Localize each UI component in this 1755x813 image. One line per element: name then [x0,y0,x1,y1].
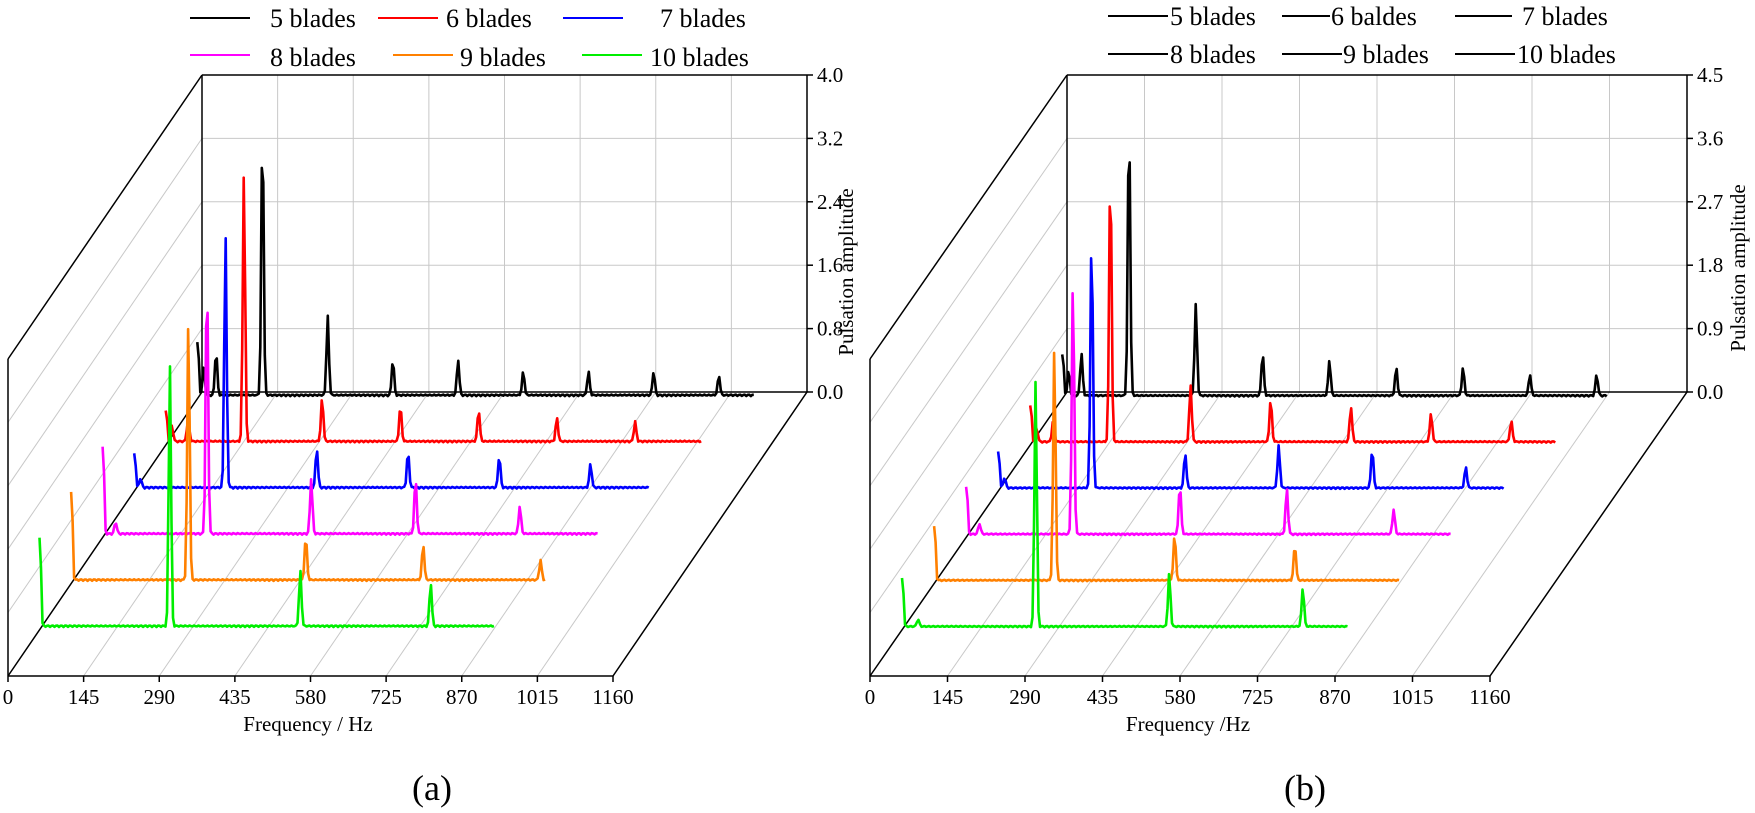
floor-grid-line [1412,391,1610,677]
legend-label-10-blades: 10 blades [650,43,749,72]
legend-label-8-blades: 8 blades [270,43,356,72]
legend-label-7-blades: 7 blades [1522,2,1608,31]
legend-label-9-blades: 9 blades [460,43,546,72]
chart-a-z-tick-label: 0.8 [817,317,843,341]
floor-grid-line [536,391,732,677]
legend-label-10-blades: 10 blades [1517,40,1616,69]
series-line-5-blades [1060,161,1608,398]
side-wall-grid-line [7,201,203,487]
series-line-7-blades [132,237,650,490]
chart-a-z-tick-label: 2.4 [817,190,844,214]
legend-label-6-blades: 6 blades [446,4,532,33]
top-left-edge [7,74,203,360]
chart-b-legend: 5 blades 6 baldes 7 blades 8 blades 9 bl… [1108,2,1616,69]
chart-b-x-tick-label: 1015 [1392,685,1434,709]
chart-b-x-tick-label: 435 [1087,685,1119,709]
series-line-6-blades [164,176,702,444]
chart-a-x-tick-labels: 0 145 290 435 580 725 870 1015 1160 [3,685,634,709]
chart-b-grid [869,74,1693,682]
chart-a-z-axis-label: Pulsation amplitude [834,188,858,355]
chart-a-x-tick-label: 725 [370,685,402,709]
chart-b-x-tick-label: 145 [932,685,964,709]
chart-panel-a: 0 145 290 435 580 725 870 1015 1160 0.0 … [3,4,858,808]
chart-a-x-tick-label: 1015 [516,685,558,709]
chart-panel-b: 0 145 290 435 580 725 870 1015 1160 0.0 … [865,2,1750,808]
chart-b-x-axis-label: Frequency /Hz [1126,712,1250,736]
chart-a-x-axis-label: Frequency / Hz [243,712,372,736]
chart-a-x-tick-label: 290 [144,685,176,709]
chart-a-caption: (a) [412,768,452,808]
top-left-edge [869,74,1068,360]
series-line-10-blades [900,380,1348,629]
side-wall-grid-line [869,328,1068,613]
legend-label-6-blades: 6 baldes [1331,2,1417,31]
series-line-9-blades [932,351,1400,583]
series-line-9-blades [69,327,546,583]
chart-a-x-tick-label: 870 [446,685,478,709]
chart-b-z-tick-label: 0.9 [1697,317,1723,341]
side-wall-grid-line [7,264,203,550]
chart-b-z-tick-labels: 0.0 0.9 1.8 2.7 3.6 4.5 [1697,63,1723,404]
side-wall-grid-line [869,264,1068,550]
legend-label-5-blades: 5 blades [270,4,356,33]
chart-b-z-tick-label: 0.0 [1697,380,1723,404]
chart-b-caption: (b) [1284,768,1326,808]
chart-a-x-tick-label: 145 [68,685,100,709]
chart-b-x-tick-label: 580 [1164,685,1196,709]
chart-a-legend: 5 blades 6 blades 7 blades 8 blades 9 bl… [190,4,749,72]
chart-b-x-tick-label: 870 [1319,685,1351,709]
legend-label-7-blades: 7 blades [660,4,746,33]
series-line-7-blades [996,256,1505,491]
chart-b-z-tick-label: 4.5 [1697,63,1723,87]
chart-b-x-tick-labels: 0 145 290 435 580 725 870 1015 1160 [865,685,1511,709]
chart-b-x-tick-label: 725 [1242,685,1274,709]
chart-a-z-tick-label: 1.6 [817,253,843,277]
chart-a-z-tick-label: 4.0 [817,63,843,87]
chart-b-series [900,161,1608,629]
series-line-10-blades [38,365,495,629]
chart-a-x-tick-label: 0 [3,685,14,709]
series-line-5-blades [196,166,754,398]
series-line-8-blades [964,291,1451,537]
chart-a-z-tick-label: 0.0 [817,380,843,404]
chart-a-z-tick-labels: 0.0 0.8 1.6 2.4 3.2 4.0 [817,63,844,404]
series-line-8-blades [101,311,598,537]
chart-b-x-tick-label: 290 [1009,685,1041,709]
chart-a-x-tick-label: 435 [219,685,251,709]
side-wall-grid-line [7,138,203,423]
legend-label-9-blades: 9 blades [1343,40,1429,69]
chart-a-z-tick-label: 3.2 [817,126,843,150]
chart-a-series [38,166,754,629]
legend-label-8-blades: 8 blades [1170,40,1256,69]
chart-b-z-tick-label: 3.6 [1697,126,1723,150]
chart-b-z-tick-label: 1.8 [1697,253,1723,277]
side-wall-grid-line [869,201,1068,487]
side-wall-grid-line [869,138,1068,423]
chart-b-z-tick-label: 2.7 [1697,190,1723,214]
chart-a-x-tick-label: 580 [295,685,327,709]
chart-a-grid [7,74,813,682]
chart-b-x-tick-label: 1160 [1469,685,1510,709]
chart-b-x-tick-label: 0 [865,685,876,709]
chart-b-z-axis-label: Pulsation amplitude [1726,184,1750,351]
chart-a-x-tick-label: 1160 [592,685,633,709]
legend-label-5-blades: 5 blades [1170,2,1256,31]
series-line-6-baldes [1028,205,1557,444]
